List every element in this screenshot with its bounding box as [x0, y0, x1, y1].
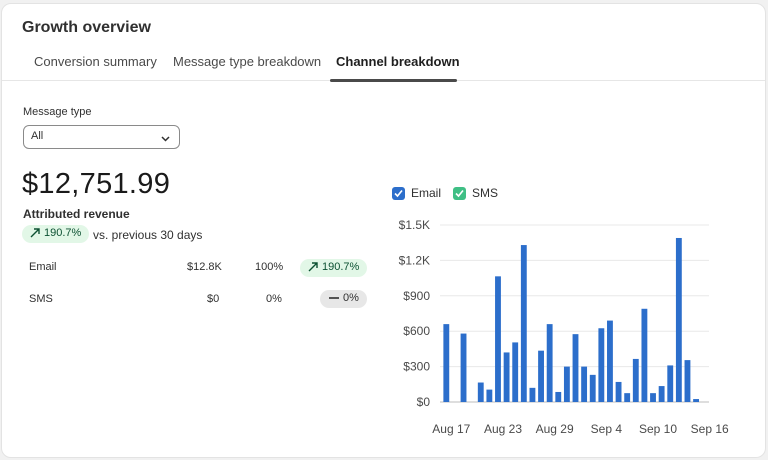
trend-up-icon	[308, 262, 318, 272]
channel-share: 0%	[266, 293, 282, 305]
bar-email	[486, 389, 493, 402]
bar-email	[693, 399, 700, 402]
trend-up-icon	[30, 228, 40, 238]
checkbox-checked-icon	[392, 187, 405, 200]
y-tick-label: $900	[403, 289, 430, 303]
revenue-change-badge: 190.7%	[22, 225, 90, 243]
bar-email	[563, 366, 570, 402]
channel-share: 100%	[255, 261, 284, 273]
x-tick-label: Aug 29	[536, 422, 574, 436]
bar-email	[615, 381, 622, 402]
attributed-revenue-value: $12,751.99	[22, 168, 171, 200]
x-tick-label: Sep 10	[639, 422, 677, 436]
x-tick-label: Sep 16	[691, 422, 729, 436]
bar-email	[495, 276, 501, 402]
bar-email	[624, 393, 631, 402]
channel-change-badge: 190.7%	[300, 259, 368, 277]
x-tick-label: Sep 4	[591, 422, 623, 436]
bar-email	[572, 334, 579, 402]
chevron-down-icon	[161, 133, 170, 145]
bar-email	[607, 320, 613, 402]
tab-channel-breakdown[interactable]: Channel breakdown	[336, 54, 460, 69]
bar-email	[503, 352, 510, 402]
message-type-select[interactable]: All	[23, 125, 180, 149]
bar-email	[529, 387, 536, 402]
x-tick-label: Aug 23	[484, 422, 522, 436]
channel-change-value: 0%	[343, 292, 359, 304]
message-type-label: Message type	[23, 106, 92, 118]
bar-email	[520, 245, 527, 402]
active-tab-indicator	[330, 79, 457, 82]
message-type-select-value: All	[31, 130, 44, 142]
comparison-period-text: vs. previous 30 days	[93, 228, 203, 242]
y-tick-label: $300	[403, 360, 430, 374]
channel-revenue: $0	[207, 293, 220, 305]
bar-email	[555, 391, 562, 402]
revenue-change-value: 190.7%	[44, 227, 82, 239]
bar-email	[460, 333, 467, 402]
bar-email	[598, 328, 605, 402]
channel-name: SMS	[29, 293, 53, 305]
bar-email	[658, 386, 665, 402]
y-tick-label: $1.2K	[399, 253, 430, 267]
card-title: Growth overview	[22, 19, 151, 36]
bar-email	[650, 393, 656, 402]
bar-email	[589, 374, 596, 402]
bar-email	[641, 308, 648, 402]
bar-email	[684, 360, 691, 402]
dash-icon	[329, 297, 339, 299]
tab-conversion-summary[interactable]: Conversion summary	[34, 54, 157, 69]
channel-revenue: $12.8K	[187, 261, 222, 273]
channel-name: Email	[29, 261, 57, 273]
attributed-revenue-label: Attributed revenue	[23, 207, 130, 221]
bar-email	[675, 237, 682, 402]
y-tick-label: $0	[417, 395, 431, 409]
bar-email	[632, 358, 639, 402]
bar-email	[581, 366, 588, 402]
channel-change-badge: 0%	[320, 290, 367, 308]
channel-change-value: 190.7%	[322, 261, 360, 273]
bar-email	[477, 382, 484, 402]
growth-overview-card: Growth overview Conversion summary Messa…	[1, 3, 766, 458]
tab-message-type-breakdown[interactable]: Message type breakdown	[173, 54, 322, 69]
bar-email	[443, 324, 450, 402]
bar-email	[546, 324, 553, 402]
legend-label: Email	[411, 186, 442, 200]
checkbox-checked-icon	[453, 187, 466, 200]
tab-bar: Conversion summary Message type breakdow…	[2, 48, 765, 82]
bar-email	[667, 365, 674, 402]
bar-email	[538, 350, 544, 402]
bar-email	[512, 342, 519, 402]
legend-label: SMS	[472, 186, 499, 200]
y-tick-label: $1.5K	[399, 218, 430, 232]
x-tick-label: Aug 17	[432, 422, 470, 436]
revenue-bar-chart: $0 $300 $600 $900 $1.2K $1.5K Aug 17 Aug 23 Aug …	[399, 218, 729, 436]
y-tick-label: $600	[403, 324, 430, 338]
